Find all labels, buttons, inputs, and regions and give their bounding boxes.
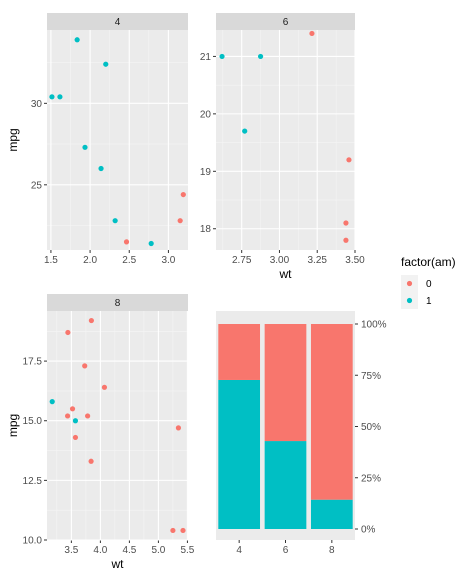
x-axis-title: wt bbox=[111, 557, 125, 571]
legend-label: 1 bbox=[426, 296, 432, 307]
facet-strip bbox=[216, 13, 355, 30]
facet-strip bbox=[47, 13, 188, 30]
bar-segment-am-0 bbox=[264, 324, 307, 442]
x-tick-label: 5.0 bbox=[151, 545, 165, 556]
data-point-am-1 bbox=[242, 128, 248, 134]
bar-segment-am-1 bbox=[264, 441, 307, 529]
data-point-am-1 bbox=[49, 94, 55, 100]
bar-segment-am-1 bbox=[218, 379, 261, 529]
stacked-bar-panel: 4 6 8 0% 25% 50% 75% 100% bbox=[216, 311, 387, 556]
y-tick-label: 50% bbox=[361, 422, 381, 433]
data-point-am-0 bbox=[180, 527, 186, 534]
data-point-am-1 bbox=[148, 240, 154, 247]
data-point-am-0 bbox=[177, 218, 183, 224]
data-point-am-0 bbox=[175, 425, 182, 431]
data-point-am-0 bbox=[64, 413, 71, 419]
x-tick-label: 5.5 bbox=[180, 545, 194, 556]
legend-label: 0 bbox=[426, 279, 432, 290]
panel-background bbox=[47, 311, 188, 540]
x-tick-label: 1.5 bbox=[44, 255, 58, 266]
data-point-am-1 bbox=[72, 418, 79, 424]
y-axis-title: mpg bbox=[6, 128, 20, 151]
data-point-am-0 bbox=[343, 220, 349, 226]
legend-key-am-0: 0 bbox=[401, 275, 432, 292]
data-point-am-0 bbox=[123, 239, 130, 245]
legend: factor(am) 0 1 bbox=[401, 255, 456, 309]
data-point-am-0 bbox=[88, 458, 94, 464]
x-axis-title: wt bbox=[279, 267, 293, 281]
scatter-panel-cyl-6: 2.75 3.00 3.25 3.50 18 19 20 21 6 wt bbox=[200, 13, 365, 281]
x-tick-label: 3.00 bbox=[270, 255, 290, 266]
y-tick-label: 75% bbox=[361, 371, 381, 382]
x-tick-label: 6 bbox=[283, 545, 289, 556]
data-point-am-0 bbox=[170, 527, 176, 534]
data-point-am-0 bbox=[343, 237, 349, 243]
y-tick-label: 25 bbox=[31, 180, 43, 191]
scatter-panel-cyl-4: 1.5 2.0 2.5 3.0 25 30 4 mpg bbox=[6, 13, 188, 266]
panel-background bbox=[216, 30, 355, 250]
facet-strip bbox=[47, 294, 188, 311]
x-tick-label: 3.25 bbox=[307, 255, 327, 266]
data-point-am-0 bbox=[88, 317, 94, 324]
y-axis-title: mpg bbox=[6, 414, 20, 437]
y-tick-label: 18 bbox=[200, 224, 212, 235]
facet-strip-label: 6 bbox=[283, 17, 289, 28]
facet-strip-label: 4 bbox=[115, 17, 121, 28]
y-tick-label: 10.0 bbox=[23, 536, 43, 547]
data-point-am-0 bbox=[346, 157, 352, 163]
x-tick-label: 3.0 bbox=[161, 255, 175, 266]
data-point-am-1 bbox=[219, 53, 225, 60]
y-tick-label: 19 bbox=[200, 167, 212, 178]
scatter-panel-cyl-8: 3.5 4.0 4.5 5.0 5.5 10.0 12.5 15.0 17.5 8 wt mpg bbox=[6, 294, 195, 571]
data-point-am-0 bbox=[85, 413, 91, 419]
data-point-am-0 bbox=[65, 329, 71, 336]
y-tick-label: 15.0 bbox=[23, 416, 43, 427]
x-tick-label: 2.75 bbox=[232, 255, 252, 266]
data-point-am-0 bbox=[69, 406, 76, 412]
data-point-am-1 bbox=[82, 144, 88, 150]
data-point-am-0 bbox=[82, 363, 88, 369]
data-point-am-1 bbox=[57, 94, 63, 100]
y-tick-label: 12.5 bbox=[23, 476, 43, 487]
data-point-am-0 bbox=[309, 30, 315, 37]
x-tick-label: 2.0 bbox=[83, 255, 97, 266]
facet-strip-label: 8 bbox=[115, 298, 121, 309]
legend-title: factor(am) bbox=[401, 255, 456, 269]
data-point-am-1 bbox=[49, 399, 55, 405]
legend-swatch bbox=[406, 280, 413, 287]
x-tick-label: 4.0 bbox=[93, 545, 107, 556]
x-tick-label: 8 bbox=[329, 545, 335, 556]
x-tick-label: 4.5 bbox=[122, 545, 136, 556]
y-tick-label: 17.5 bbox=[23, 357, 43, 368]
x-tick-label: 4 bbox=[236, 545, 242, 556]
legend-swatch bbox=[406, 297, 413, 304]
x-tick-label: 2.5 bbox=[122, 255, 136, 266]
x-tick-label: 3.50 bbox=[345, 255, 365, 266]
data-point-am-1 bbox=[98, 165, 104, 172]
y-tick-label: 21 bbox=[200, 52, 212, 63]
data-point-am-0 bbox=[180, 191, 186, 198]
data-point-am-0 bbox=[101, 384, 108, 390]
bar-segment-am-0 bbox=[310, 324, 353, 500]
y-tick-label: 0% bbox=[361, 525, 376, 536]
x-tick-label: 3.5 bbox=[64, 545, 78, 556]
legend-key-am-1: 1 bbox=[401, 292, 432, 309]
y-tick-label: 100% bbox=[361, 320, 387, 331]
panel-background bbox=[47, 30, 188, 250]
y-tick-label: 20 bbox=[200, 109, 212, 120]
data-point-am-1 bbox=[112, 218, 118, 224]
y-tick-label: 30 bbox=[31, 99, 43, 110]
data-point-am-0 bbox=[72, 434, 79, 441]
data-point-am-1 bbox=[74, 37, 80, 43]
y-tick-label: 25% bbox=[361, 473, 381, 484]
bar-segment-am-0 bbox=[218, 324, 261, 380]
data-point-am-1 bbox=[103, 61, 109, 67]
bar-segment-am-1 bbox=[310, 499, 353, 529]
data-point-am-1 bbox=[257, 53, 264, 60]
